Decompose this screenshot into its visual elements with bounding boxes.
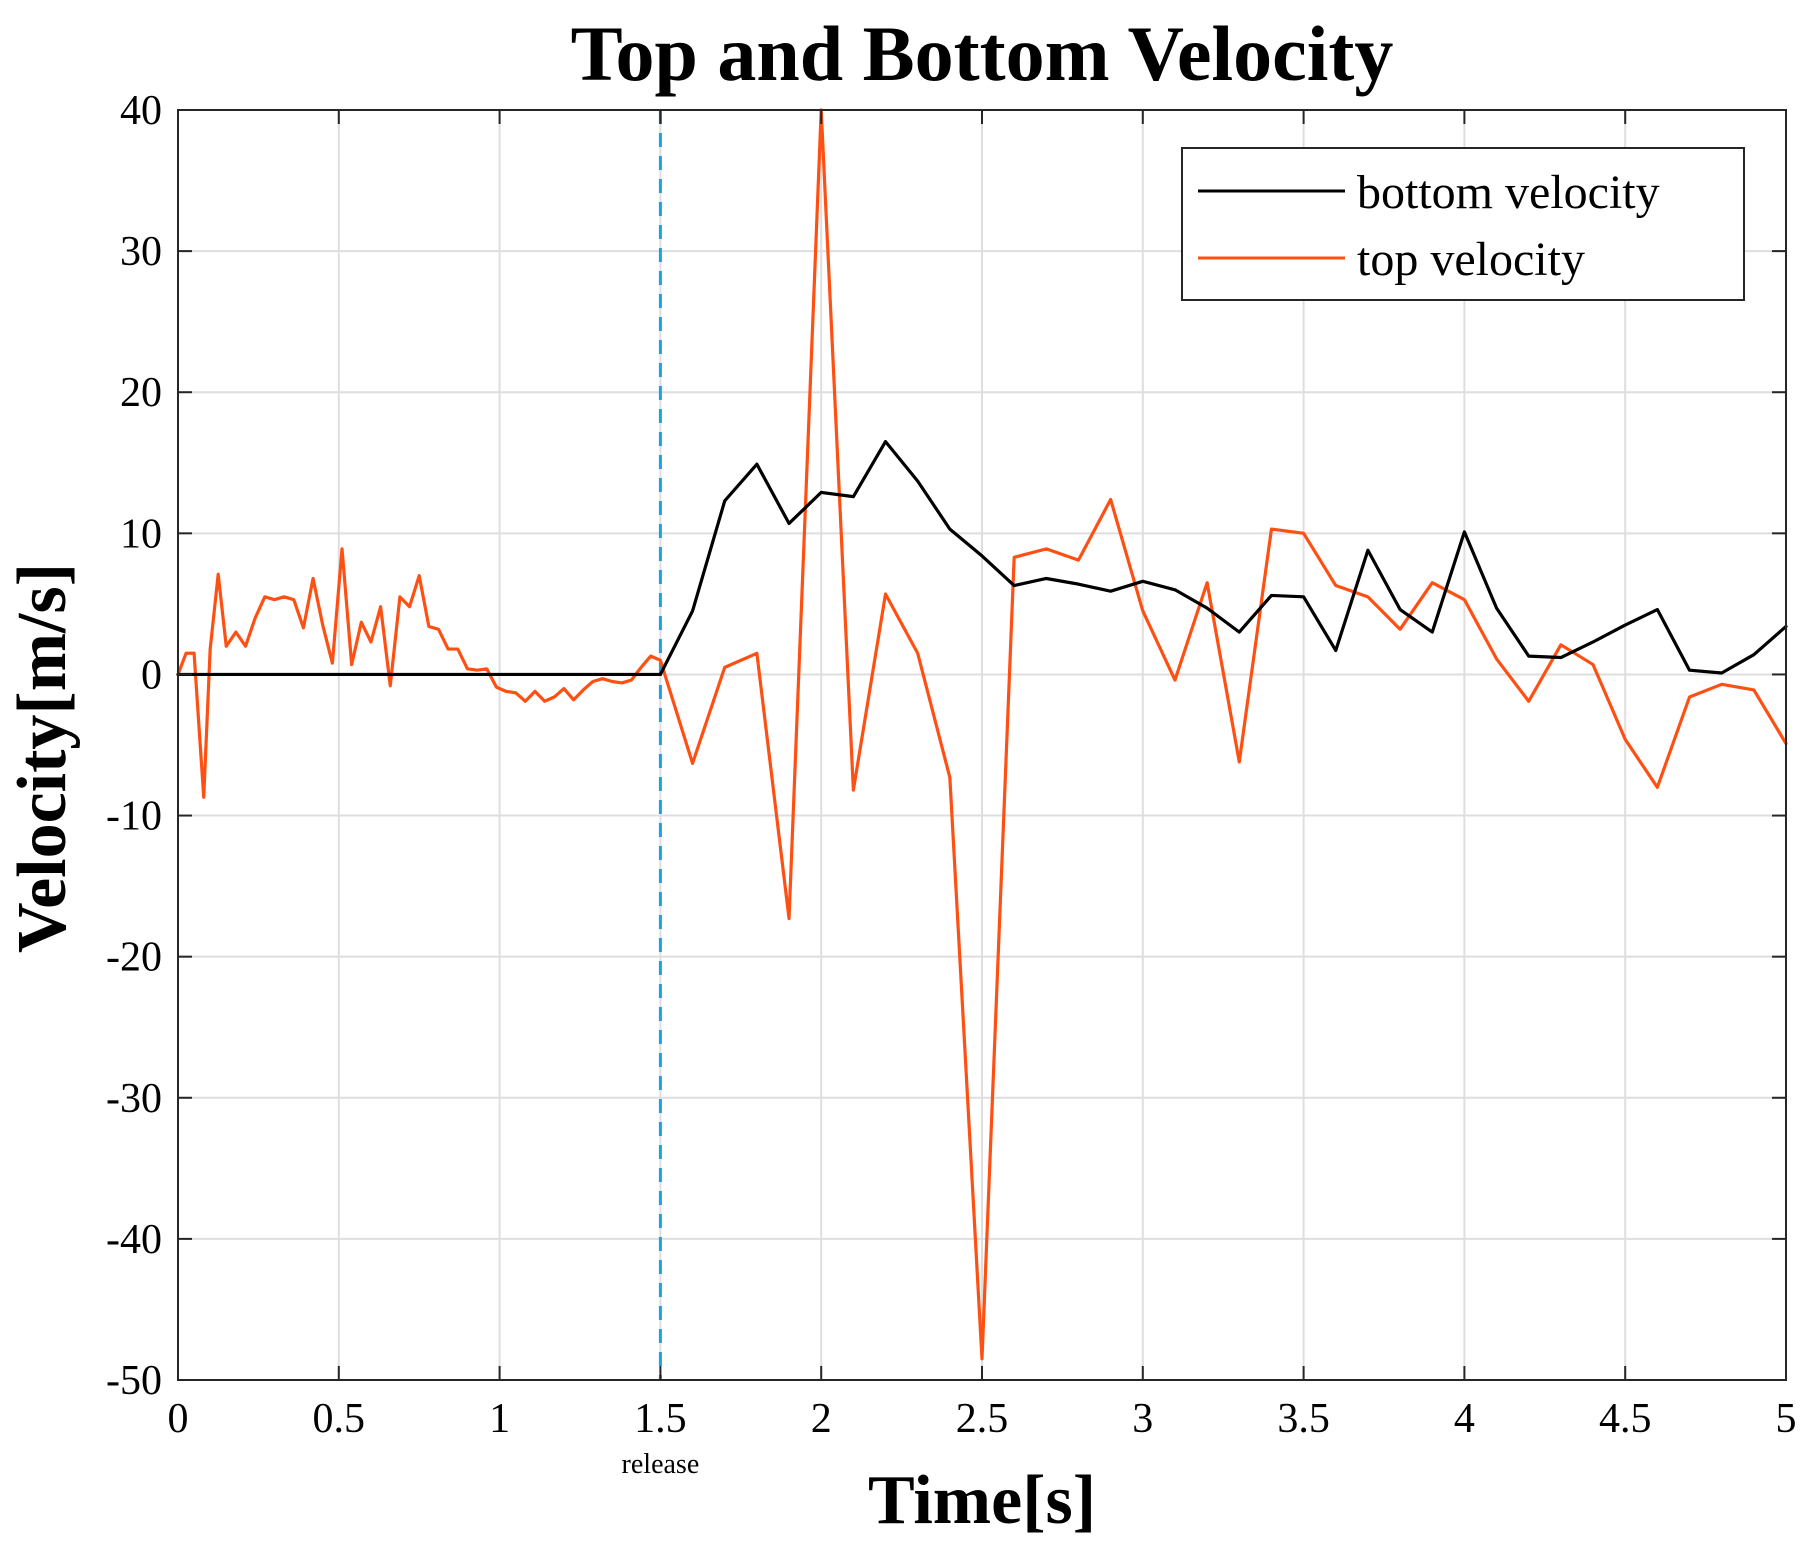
y-axis-label: Velocity[m/s] — [4, 563, 81, 953]
series-line-top-velocity — [176, 108, 1788, 1361]
y-tick-label: -20 — [106, 935, 162, 981]
series-layer — [176, 108, 1788, 1361]
release-annotation-label: release — [622, 1449, 700, 1480]
x-tick-label: 5 — [1776, 1396, 1797, 1442]
x-axis-label: Time[s] — [868, 1462, 1096, 1539]
x-tick-label: 3 — [1132, 1396, 1153, 1442]
chart-title: Top and Bottom Velocity — [571, 10, 1394, 97]
y-tick-label: -10 — [106, 794, 162, 840]
legend-label-bottom-velocity: bottom velocity — [1357, 166, 1660, 219]
x-tick-label: 3.5 — [1277, 1396, 1330, 1442]
y-tick-label: -50 — [106, 1358, 162, 1404]
x-tick-label: 4 — [1454, 1396, 1475, 1442]
y-tick-label: 0 — [141, 652, 162, 698]
x-tick-label: 2.5 — [956, 1396, 1009, 1442]
legend: bottom velocity top velocity — [1181, 147, 1745, 301]
y-tick-label: -30 — [106, 1076, 162, 1122]
x-tick-label: 4.5 — [1599, 1396, 1652, 1442]
x-tick-label: 0 — [168, 1396, 189, 1442]
y-tick-label: 20 — [120, 370, 162, 416]
x-tick-label: 1 — [489, 1396, 510, 1442]
tick-layer: 0 0.5 1 1.5 2 2.5 3 3.5 4 4.5 5 40 30 20 10 0 -10 -20 -30 -… — [106, 88, 1797, 1480]
series-line-bottom-velocity — [176, 440, 1788, 677]
y-tick-label: 10 — [120, 511, 162, 557]
x-tick-label: 0.5 — [313, 1396, 366, 1442]
y-tick-label: -40 — [106, 1217, 162, 1263]
y-tick-label: 40 — [120, 88, 162, 134]
legend-label-top-velocity: top velocity — [1357, 233, 1585, 286]
legend-box — [1181, 147, 1745, 301]
y-tick-label: 30 — [120, 229, 162, 275]
x-tick-label: 1.5 — [634, 1396, 687, 1442]
x-tick-label: 2 — [811, 1396, 832, 1442]
